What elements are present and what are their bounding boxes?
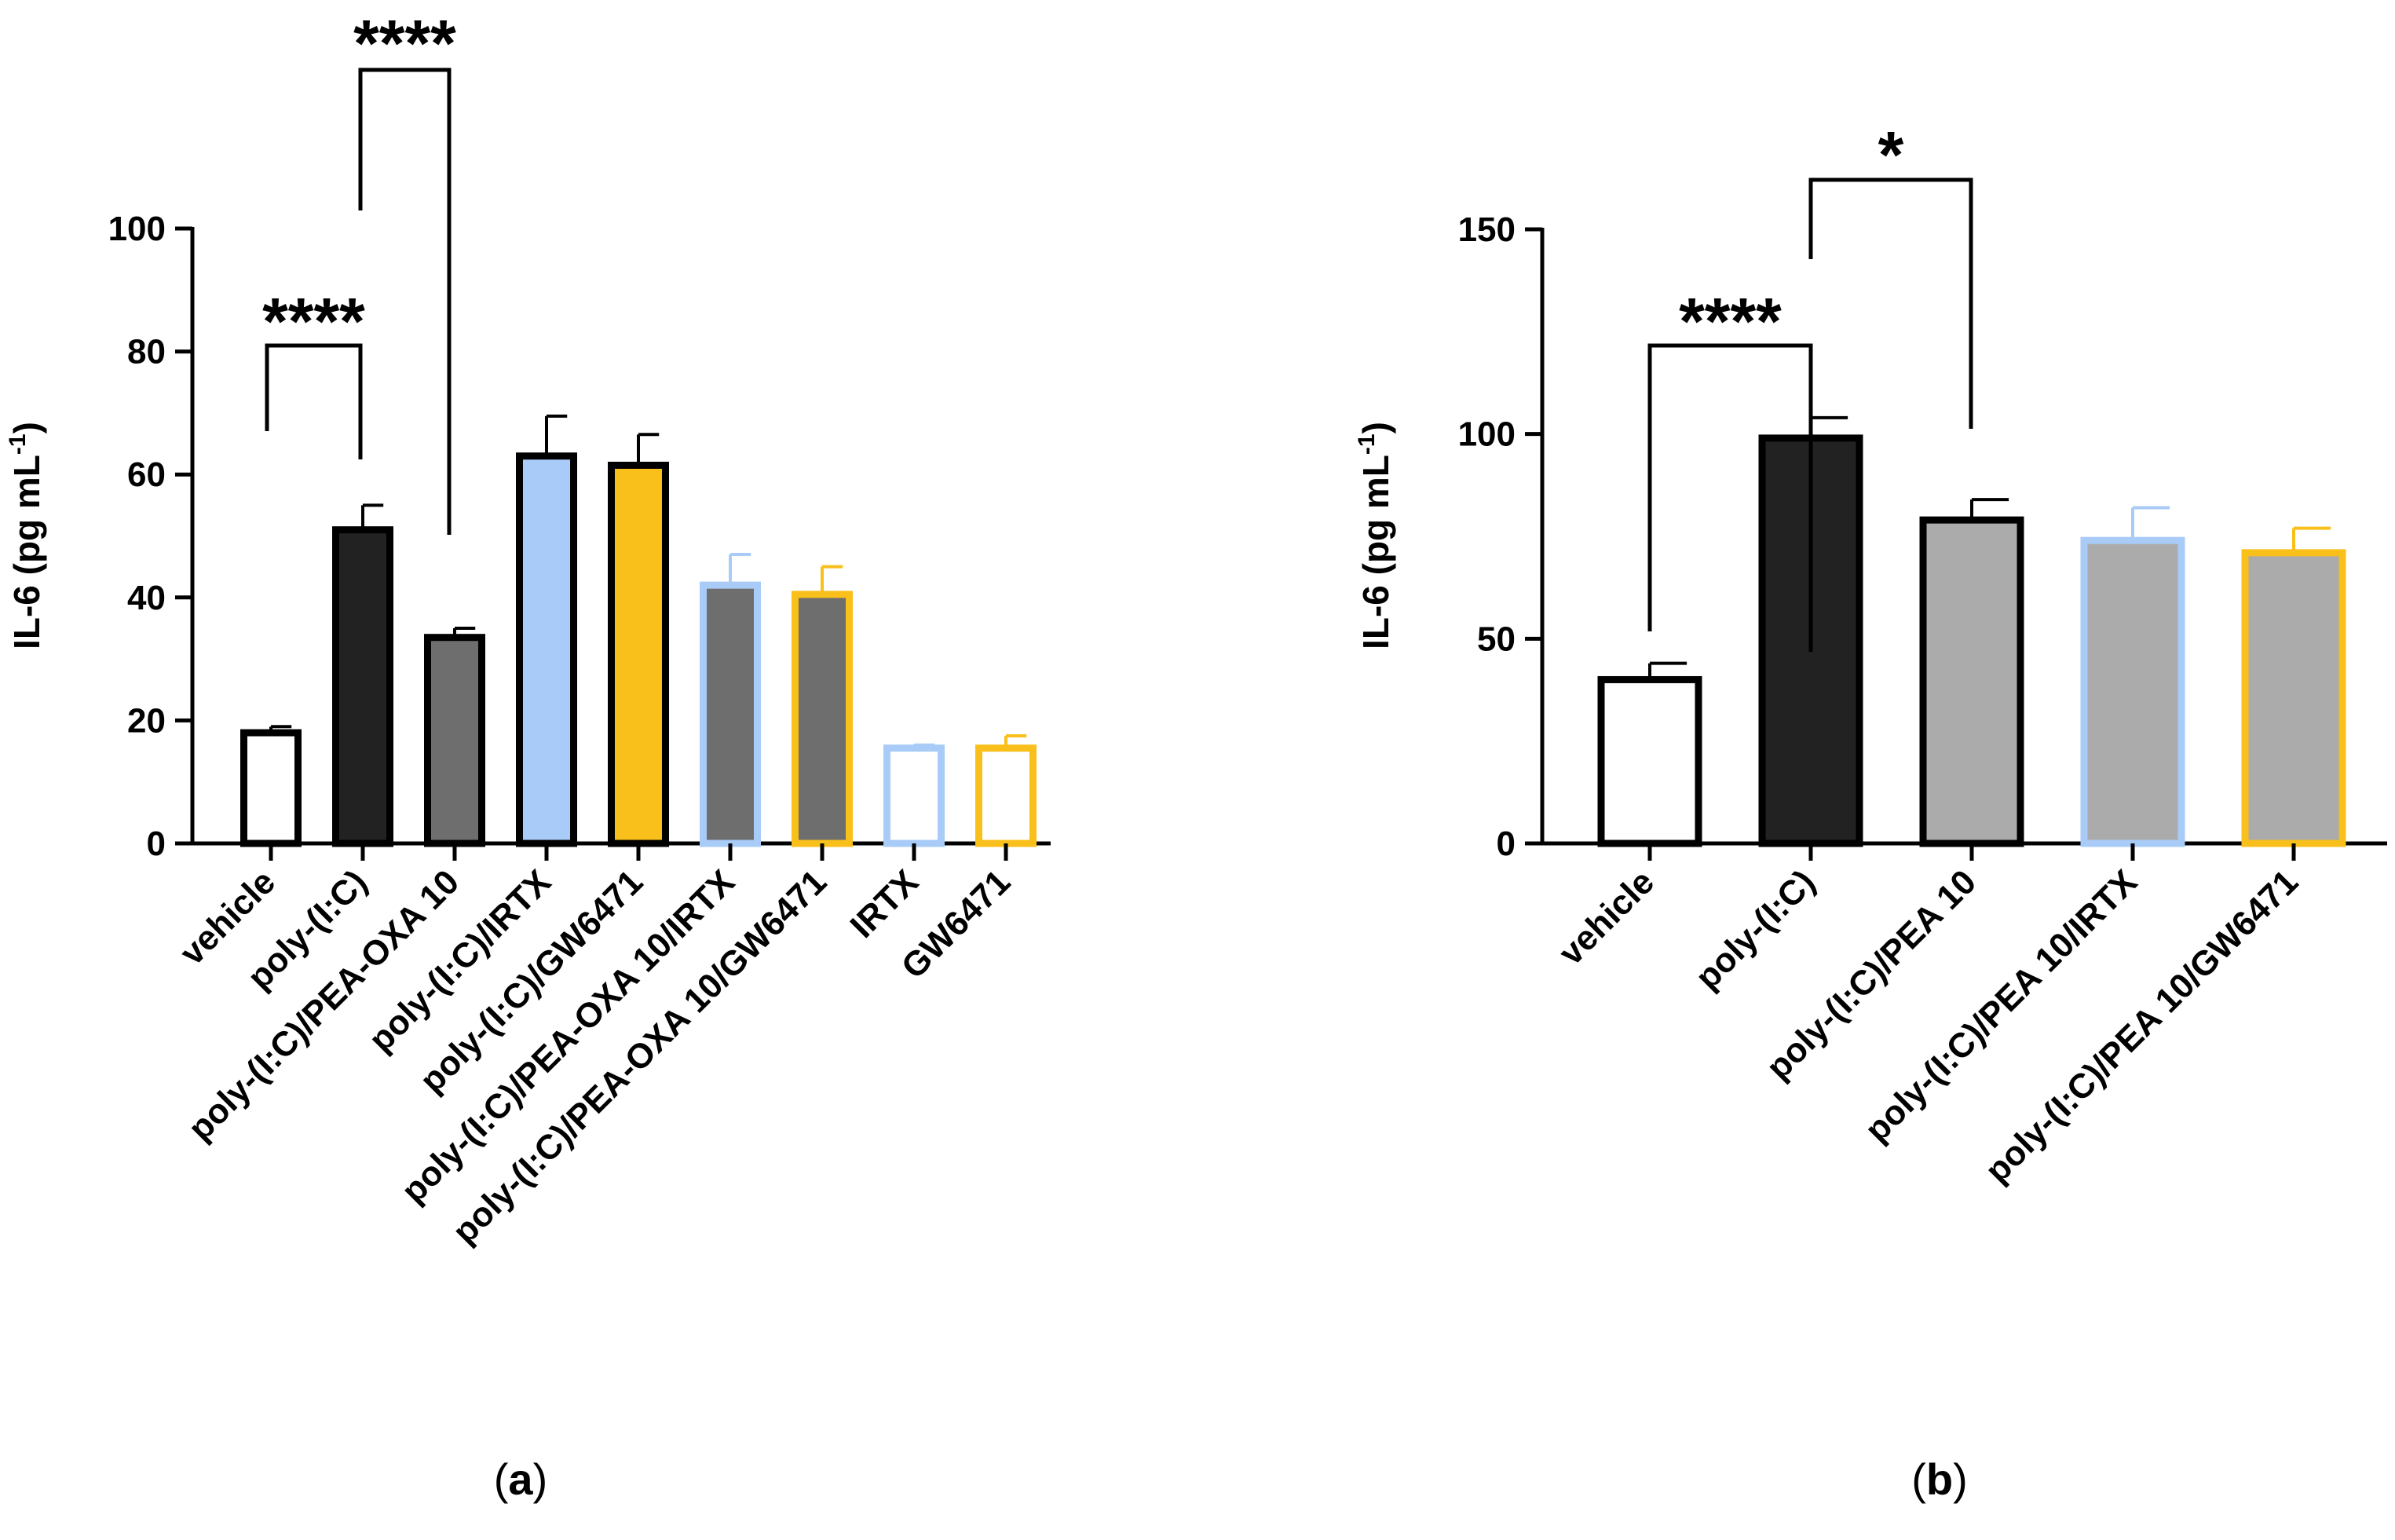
y-tick-label: 40 — [127, 579, 166, 617]
x-tick-label: poly-(I:C)/PEA 10/GW6471 — [1978, 862, 2305, 1190]
y-tick-label: 150 — [1458, 210, 1516, 249]
x-tick-label: vehicle — [1552, 862, 1662, 972]
panel-label-close: ) — [1953, 1454, 1968, 1504]
x-tick-label: IRTX — [843, 862, 927, 946]
y-axis-title-close: ) — [1355, 422, 1396, 433]
bar — [608, 461, 669, 847]
panel-label-letter: a — [508, 1454, 533, 1504]
bar — [1919, 516, 2024, 847]
significance-bracket — [358, 68, 452, 535]
y-axis-title-main: IL-6 (pg mL — [6, 455, 47, 649]
y-tick-label: 50 — [1477, 620, 1516, 658]
bar — [332, 526, 393, 847]
y-axis-title-close: ) — [6, 422, 47, 433]
x-tick-label: poly-(I:C)/PEA 10/IRTX — [1858, 862, 2145, 1149]
chart-panel-a: IL-6 (pg mL-1)020406080100vehiclepoly-(I… — [5, 6, 1051, 1504]
significance-label: **** — [262, 284, 365, 358]
significance-bracket — [1808, 177, 1973, 429]
panel-label-letter: b — [1926, 1454, 1953, 1504]
y-axis-title-main: IL-6 (pg mL — [1355, 455, 1396, 649]
significance-label: **** — [1679, 284, 1782, 358]
panel-label: (b) — [1911, 1454, 1968, 1504]
bar — [1597, 675, 1702, 847]
significance-label: * — [1878, 118, 1904, 192]
significance-bracket — [1647, 343, 1813, 652]
significance-bracket — [265, 343, 363, 459]
y-axis-title: IL-6 (pg mL-1) — [5, 422, 47, 649]
y-axis-title-superscript: -1 — [5, 433, 31, 455]
y-tick-label: 20 — [127, 701, 166, 740]
y-tick-label: 100 — [1458, 415, 1516, 454]
y-axis-title: IL-6 (pg mL-1) — [1354, 422, 1396, 649]
bar — [2080, 536, 2185, 847]
bar — [424, 634, 485, 847]
y-tick-label: 60 — [127, 455, 166, 494]
bar — [516, 452, 577, 847]
bar — [975, 744, 1037, 847]
significance-label: **** — [353, 6, 456, 80]
y-tick-label: 100 — [108, 210, 166, 248]
y-axis-title-superscript: -1 — [1354, 433, 1380, 455]
panel-label-open: ( — [494, 1454, 509, 1504]
bar — [792, 591, 853, 847]
panel-label: (a) — [494, 1454, 547, 1504]
x-tick-label: poly-(I:C)/PEA-OXA 10/IRTX — [394, 862, 742, 1210]
panel-label-open: ( — [1911, 1454, 1926, 1504]
bar — [2241, 549, 2346, 847]
x-tick-label: poly-(I:C) — [1688, 862, 1823, 997]
panel-label-close: ) — [533, 1454, 548, 1504]
y-tick-label: 80 — [127, 333, 166, 371]
y-tick-label: 0 — [147, 825, 166, 863]
bar — [240, 729, 302, 847]
bar — [883, 744, 945, 847]
bar — [700, 581, 761, 847]
y-tick-label: 0 — [1497, 825, 1516, 863]
